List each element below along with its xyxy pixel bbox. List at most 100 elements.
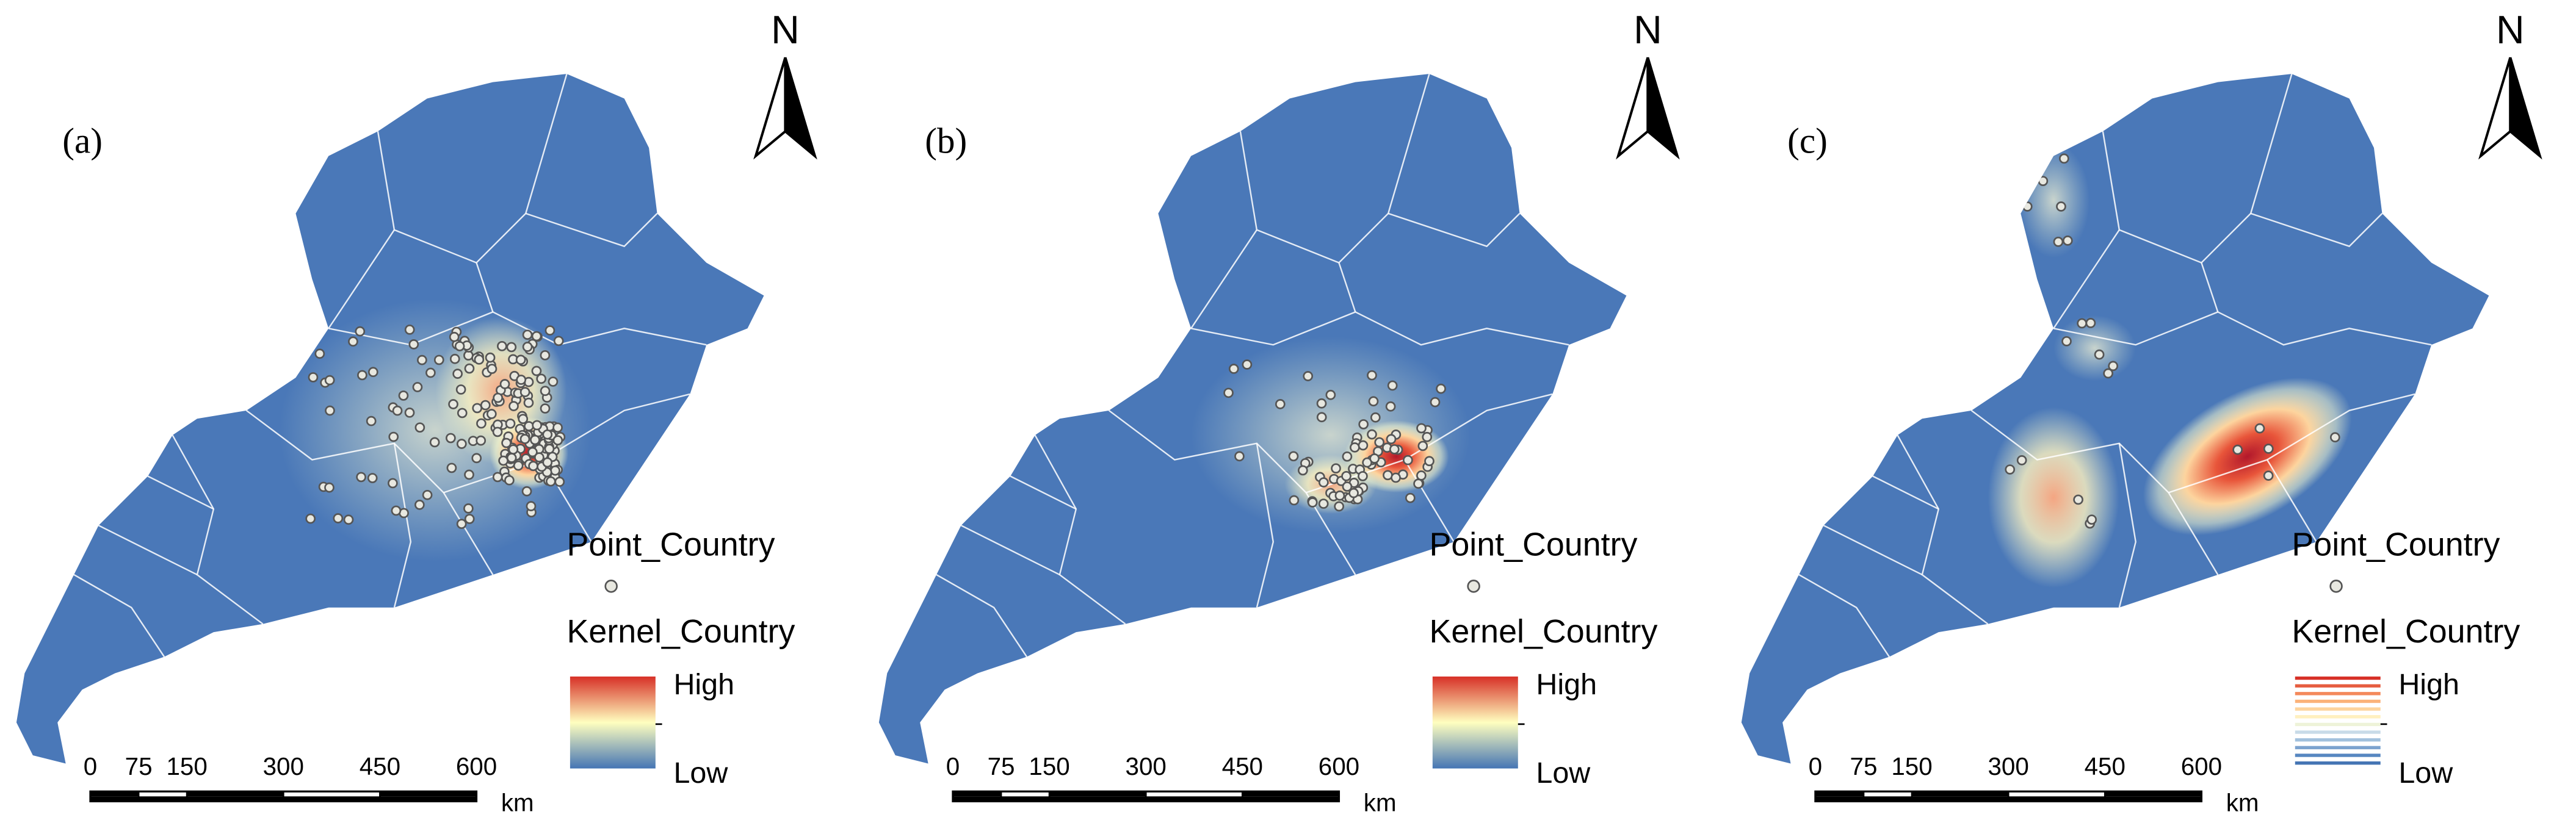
province <box>1741 74 2489 764</box>
point <box>366 415 377 426</box>
point <box>367 367 378 378</box>
point <box>1307 497 1318 508</box>
point <box>357 370 367 381</box>
point <box>540 403 551 414</box>
point <box>2062 236 2073 246</box>
scale-label: 150 <box>1891 752 1932 780</box>
point <box>404 407 415 418</box>
point <box>531 365 542 376</box>
scale-segment <box>283 796 380 802</box>
point <box>1341 470 1351 481</box>
point <box>388 478 398 489</box>
point <box>2108 361 2119 372</box>
boundary <box>1108 409 1356 575</box>
point <box>2329 432 2340 443</box>
scale-segment <box>90 791 139 797</box>
point <box>429 437 440 448</box>
point <box>534 452 545 462</box>
point <box>1228 364 1239 374</box>
point <box>526 501 537 511</box>
point <box>324 375 335 386</box>
scale-segment <box>1815 796 1864 802</box>
point <box>2232 444 2243 455</box>
boundary <box>2267 393 2415 461</box>
legend-high: High <box>673 668 734 701</box>
scale-label: 300 <box>1126 752 1167 780</box>
north-label: N <box>771 8 800 52</box>
point <box>522 329 533 340</box>
point <box>404 324 415 335</box>
point <box>1358 471 1368 481</box>
legend-stripe <box>2295 715 2381 719</box>
scale-segment <box>2008 796 2105 802</box>
point <box>1242 359 1253 370</box>
point <box>1318 498 1329 509</box>
point <box>463 503 474 514</box>
point <box>516 375 527 385</box>
point <box>480 400 491 411</box>
density-blob <box>2143 377 2352 536</box>
point <box>550 465 560 476</box>
point <box>1331 463 1341 474</box>
point <box>388 431 399 442</box>
legend-point <box>604 580 618 593</box>
boundary <box>1404 393 1553 461</box>
map-panel: (c) N Point_Country Kernel_Country High Low 0 7… <box>1741 8 2542 816</box>
scale-segment <box>380 791 477 797</box>
point <box>367 473 378 483</box>
point <box>456 439 467 449</box>
point <box>1303 371 1314 381</box>
point <box>1342 481 1353 492</box>
scale-segment <box>90 796 139 802</box>
map-panel: (a) N Point_Country Kernel_Country High Low 0 7… <box>16 8 817 816</box>
point <box>425 367 436 378</box>
point <box>476 418 487 429</box>
north-arrow <box>1646 57 1680 160</box>
point <box>545 476 556 487</box>
point <box>412 382 423 392</box>
scale-segment <box>1242 796 1339 802</box>
point <box>414 422 425 433</box>
panel-label: (b) <box>925 120 967 160</box>
point <box>542 457 553 468</box>
point <box>548 376 559 387</box>
point <box>1325 389 1336 400</box>
point <box>1350 442 1360 453</box>
legend-ramp <box>1432 676 1518 769</box>
boundary <box>1897 434 1989 625</box>
point <box>492 426 503 437</box>
point <box>1424 456 1435 467</box>
point <box>1319 477 1329 487</box>
legend-stripe <box>2295 753 2381 757</box>
point <box>1416 423 1427 434</box>
point <box>501 437 512 448</box>
point <box>1416 470 1427 481</box>
point <box>1405 492 1416 503</box>
panel-label: (c) <box>1787 120 1828 160</box>
point <box>519 434 530 444</box>
point <box>540 386 551 397</box>
point <box>456 519 467 530</box>
point <box>508 444 519 455</box>
legend-stripe <box>2295 722 2381 727</box>
scale-unit: km <box>501 788 534 816</box>
scale-segment <box>1815 791 1864 797</box>
point <box>542 429 553 440</box>
point <box>314 348 325 359</box>
point <box>1223 387 1234 398</box>
scale-label: 75 <box>125 752 153 780</box>
point <box>1367 429 1377 440</box>
legend-point <box>2329 580 2343 593</box>
point <box>524 421 534 431</box>
point <box>414 500 425 510</box>
point <box>1386 434 1397 445</box>
point <box>552 422 563 433</box>
scale-segment <box>1863 796 1912 802</box>
scale-label: 0 <box>946 752 960 780</box>
point <box>2263 444 2274 454</box>
point <box>1417 441 1428 451</box>
scale-segment <box>1912 791 2009 797</box>
point <box>522 342 533 352</box>
scale-label: 75 <box>1850 752 1878 780</box>
